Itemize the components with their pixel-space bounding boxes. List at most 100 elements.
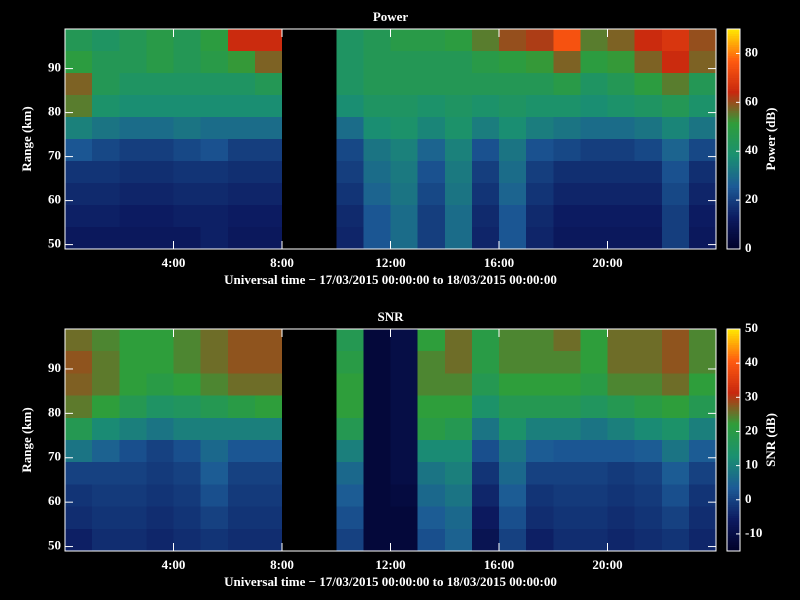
colorbar-swatch — [727, 154, 740, 158]
heat-cell — [499, 183, 527, 205]
heat-cell — [471, 161, 499, 183]
heat-cell — [417, 183, 445, 205]
heat-cell — [634, 161, 662, 183]
heat-cell — [526, 139, 554, 161]
heat-cell — [146, 373, 174, 396]
heat-cell — [553, 329, 581, 352]
colorbar-swatch — [727, 488, 740, 492]
colorbar-tick-label: 10 — [745, 457, 758, 472]
colorbar-swatch — [727, 502, 740, 505]
heat-cell — [661, 29, 689, 51]
chart-title: SNR — [377, 309, 404, 324]
heat-cell — [146, 139, 174, 161]
colorbar-swatch — [727, 329, 740, 332]
heat-cell — [200, 484, 228, 507]
heat-cell — [580, 373, 608, 396]
heat-cell — [580, 417, 608, 440]
heat-cell — [173, 462, 201, 485]
heat-cell — [92, 117, 120, 139]
heat-cell — [688, 183, 716, 205]
colorbar-swatch — [727, 238, 740, 241]
colorbar-swatch — [727, 377, 740, 381]
heat-cell — [336, 227, 364, 249]
colorbar-swatch — [727, 106, 740, 109]
heat-cell — [390, 73, 418, 95]
heat-cell — [688, 462, 716, 485]
heat-cell — [471, 462, 499, 485]
heat-cell — [119, 29, 147, 51]
colorbar-swatch — [727, 196, 740, 199]
heat-cell — [227, 506, 255, 529]
heat-cell — [146, 440, 174, 463]
heat-cell — [607, 227, 635, 249]
colorbar-swatch — [727, 169, 740, 173]
colorbar-swatch — [727, 486, 740, 490]
heat-cell — [390, 227, 418, 249]
heat-cell — [363, 73, 391, 95]
heat-cell — [688, 440, 716, 463]
x-axis-label: Universal time − 17/03/2015 00:00:00 to … — [224, 574, 557, 589]
heat-cell — [471, 417, 499, 440]
heat-cell — [254, 183, 282, 205]
heat-cell — [92, 417, 120, 440]
heat-cell — [336, 95, 364, 117]
heat-cell — [65, 95, 93, 117]
colorbar-swatch — [727, 464, 740, 468]
heat-cell — [336, 329, 364, 352]
heat-cell — [526, 395, 554, 418]
colorbar-swatch — [727, 495, 740, 499]
heat-cell — [553, 440, 581, 463]
heat-cell — [92, 139, 120, 161]
heat-cell — [173, 329, 201, 352]
colorbar-tick-label: 50 — [745, 320, 758, 335]
heat-cell — [553, 351, 581, 374]
colorbar-swatch — [727, 216, 740, 219]
colorbar-swatch — [727, 77, 740, 81]
heat-cell — [227, 95, 255, 117]
colorbar-swatch — [727, 37, 740, 41]
colorbar-swatch — [727, 511, 740, 514]
colorbar-swatch — [727, 180, 740, 184]
heat-cell — [688, 373, 716, 396]
heat-cell — [119, 139, 147, 161]
colorbar-swatch — [727, 526, 740, 530]
heat-cell — [661, 351, 689, 374]
colorbar-swatch — [727, 375, 740, 379]
colorbar-tick-label: 20 — [745, 191, 758, 206]
heat-cell — [526, 73, 554, 95]
colorbar-swatch — [727, 139, 740, 142]
colorbar-swatch — [727, 466, 740, 470]
heat-cell — [526, 95, 554, 117]
heat-cell — [146, 161, 174, 183]
colorbar-swatch — [727, 531, 740, 534]
heat-cell — [254, 205, 282, 227]
heat-cell — [390, 117, 418, 139]
colorbar-swatch — [727, 145, 740, 149]
heat-cell — [688, 329, 716, 352]
heat-cell — [173, 183, 201, 205]
heat-cell — [390, 528, 418, 551]
colorbar-swatch — [727, 73, 740, 76]
heat-cell — [119, 161, 147, 183]
heat-cell — [390, 373, 418, 396]
heat-cell — [92, 183, 120, 205]
colorbar-swatch — [727, 40, 740, 43]
colorbar-swatch — [727, 335, 740, 339]
heat-cell — [227, 528, 255, 551]
heat-cell — [227, 227, 255, 249]
heat-cell — [580, 528, 608, 551]
heat-cell — [200, 161, 228, 183]
colorbar-swatch — [727, 46, 740, 50]
colorbar-frame — [726, 28, 741, 250]
heat-cell — [634, 95, 662, 117]
colorbar-swatch — [727, 406, 740, 410]
heat-cell — [227, 205, 255, 227]
heat-cell — [390, 29, 418, 51]
colorbar-swatch — [727, 524, 740, 528]
colorbar-swatch — [727, 388, 740, 392]
colorbar-swatch — [727, 99, 740, 103]
heat-cell — [336, 440, 364, 463]
colorbar-swatch — [727, 101, 740, 105]
heat-cell — [119, 440, 147, 463]
heat-cell — [336, 395, 364, 418]
